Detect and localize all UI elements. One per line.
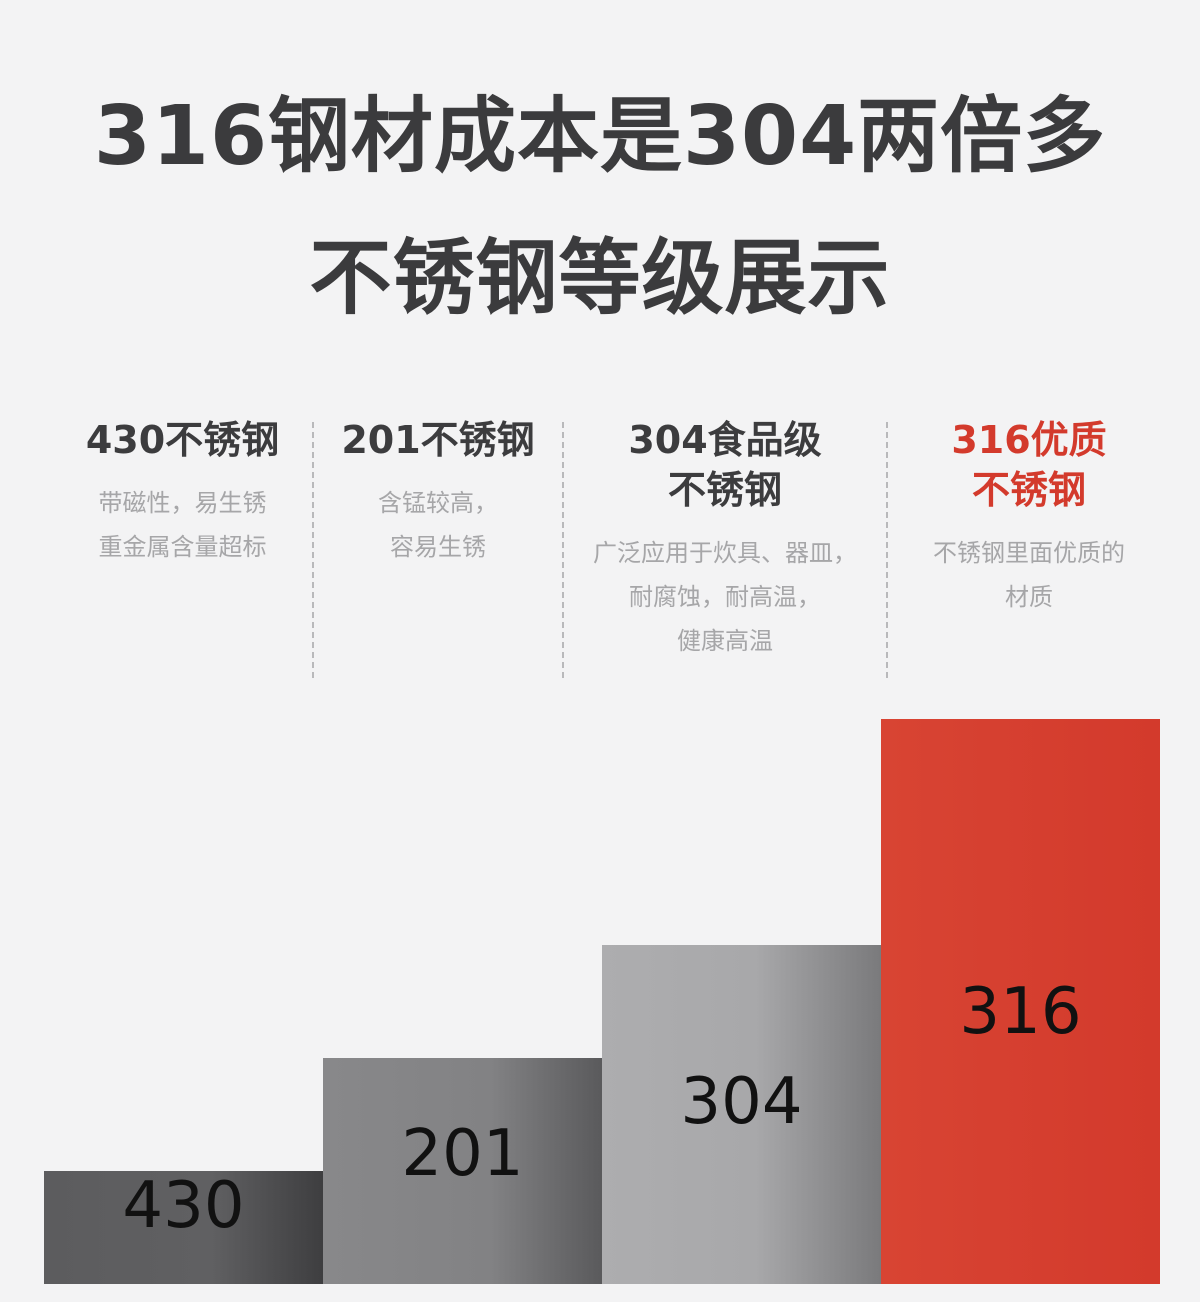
grade-name: 316优质 不锈钢 (888, 415, 1170, 515)
headline-main: 316钢材成本是304两倍多 (93, 89, 1107, 184)
grade-description-line: 不锈钢里面优质的 (933, 539, 1125, 567)
divider (562, 422, 564, 678)
bar-430: 430 (44, 1171, 323, 1284)
grade-name-line: 316优质 (951, 418, 1107, 462)
bar-316: 316 (881, 719, 1160, 1284)
grade-name-line: 430不锈钢 (85, 418, 280, 462)
grade-description: 不锈钢里面优质的 材质 (888, 531, 1170, 619)
bar-label: 430 (122, 1169, 245, 1243)
grade-name: 201不锈钢 (314, 415, 562, 465)
grade-description-line: 耐腐蚀，耐高温， (629, 583, 821, 611)
headline-sub: 不锈钢等级展示 (309, 231, 891, 326)
grade-name-line: 201不锈钢 (341, 418, 535, 462)
grade-column-201: 201不锈钢 含锰较高， 容易生锈 (314, 415, 562, 569)
grade-description-line: 容易生锈 (390, 533, 486, 561)
grade-description: 带磁性，易生锈 重金属含量超标 (30, 481, 335, 569)
grade-column-430: 430不锈钢 带磁性，易生锈 重金属含量超标 (30, 415, 335, 569)
grade-column-316: 316优质 不锈钢 不锈钢里面优质的 材质 (888, 415, 1170, 619)
grade-description: 含锰较高， 容易生锈 (314, 481, 562, 569)
bar-304: 304 (602, 945, 881, 1284)
grade-name: 430不锈钢 (30, 415, 335, 465)
grade-description: 广泛应用于炊具、器皿， 耐腐蚀，耐高温， 健康高温 (564, 531, 886, 663)
grade-column-304: 304食品级 不锈钢 广泛应用于炊具、器皿， 耐腐蚀，耐高温， 健康高温 (564, 415, 886, 663)
bar-201: 201 (323, 1058, 602, 1284)
grade-description-line: 材质 (1005, 583, 1053, 611)
grade-description-line: 带磁性，易生锈 (98, 489, 267, 517)
grade-description-line: 健康高温 (677, 627, 773, 655)
divider (312, 422, 314, 678)
grade-description-line: 含锰较高， (378, 489, 498, 517)
grade-name-line: 不锈钢 (667, 468, 782, 512)
bar-label: 304 (680, 1065, 803, 1139)
bar-label: 201 (401, 1117, 524, 1191)
divider (886, 422, 888, 678)
grade-description-line: 重金属含量超标 (98, 533, 267, 561)
grade-name-line: 不锈钢 (971, 468, 1086, 512)
grade-name: 304食品级 不锈钢 (564, 415, 886, 515)
bar-label: 316 (959, 975, 1082, 1049)
grade-name-line: 304食品级 (628, 418, 822, 462)
grade-description-line: 广泛应用于炊具、器皿， (593, 539, 857, 567)
